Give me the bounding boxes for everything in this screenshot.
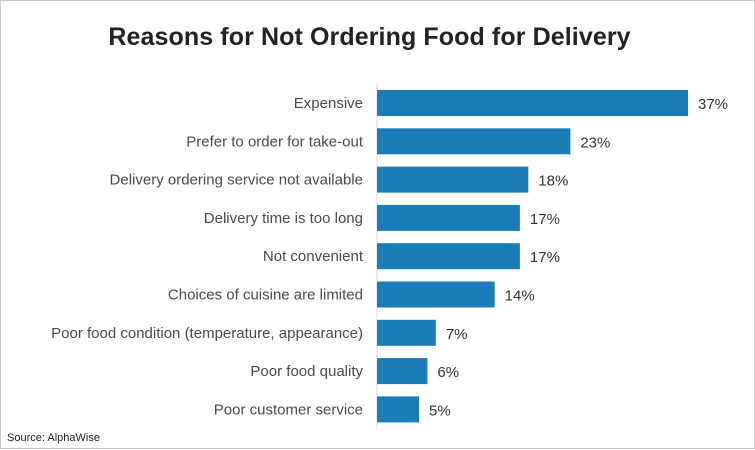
bar: [377, 166, 529, 193]
data-label: 6%: [437, 364, 459, 381]
bar: [377, 90, 688, 116]
bar: [377, 204, 520, 231]
category-label: Delivery time is too long: [204, 210, 363, 227]
data-label: 18%: [538, 173, 568, 190]
bar: [377, 128, 571, 155]
bar: [377, 319, 436, 346]
category-label: Expensive: [294, 95, 363, 112]
data-label: 14%: [505, 288, 535, 305]
category-label: Choices of cuisine are limited: [168, 287, 363, 304]
bar: [377, 281, 495, 308]
data-label: 17%: [530, 211, 560, 228]
bar: [377, 243, 520, 270]
data-label: 17%: [530, 249, 560, 266]
bar: [377, 396, 420, 423]
category-label: Not convenient: [263, 248, 364, 265]
source-note: Source: AlphaWise: [7, 432, 100, 444]
data-label: 5%: [429, 402, 451, 419]
bar: [377, 358, 428, 385]
data-label: 7%: [446, 326, 468, 343]
category-label: Delivery ordering service not available: [110, 172, 363, 189]
data-label: 37%: [698, 96, 728, 113]
chart-title: Reasons for Not Ordering Food for Delive…: [108, 23, 631, 51]
category-label: Prefer to order for take-out: [186, 133, 364, 150]
data-label: 23%: [580, 134, 610, 151]
category-label: Poor customer service: [214, 401, 363, 418]
category-label: Poor food condition (temperature, appear…: [51, 325, 363, 342]
category-label: Poor food quality: [250, 363, 363, 380]
